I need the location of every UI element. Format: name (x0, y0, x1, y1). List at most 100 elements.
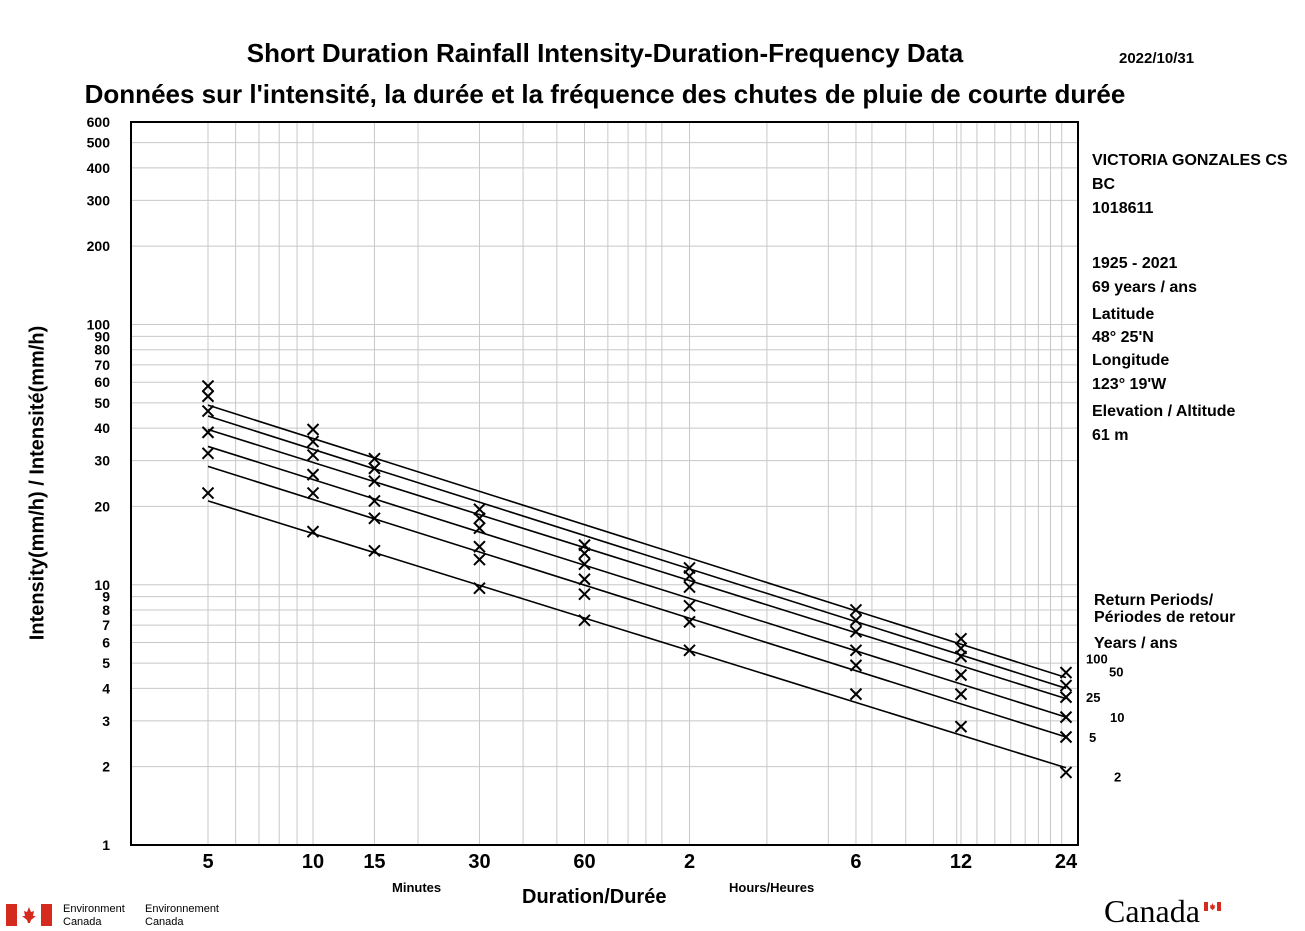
data-point-25yr (578, 557, 591, 571)
org-name-fr: Environnement Canada (145, 903, 219, 928)
marker-stroke (683, 644, 696, 657)
data-point-25yr (473, 521, 486, 535)
fit-line-100 (207, 404, 1067, 679)
data-point-50yr (954, 642, 968, 655)
grid-lines (131, 121, 1078, 846)
y-tick-label: 300 (87, 192, 111, 208)
marker-stroke (954, 720, 968, 733)
elevation-label: Elevation / Altitude (1092, 403, 1236, 420)
data-point-100yr (1059, 666, 1073, 679)
station-name: VICTORIA GONZALES CS (1092, 152, 1288, 169)
marker-stroke (306, 486, 320, 500)
latitude-value: 48° 25'N (1092, 329, 1154, 346)
y-tick-label: 9 (102, 589, 110, 605)
marker-stroke (368, 452, 381, 465)
x-tick-label: 30 (468, 851, 490, 873)
data-point-50yr (1059, 679, 1073, 692)
data-point-2yr (683, 644, 696, 657)
data-point-25yr (368, 474, 381, 488)
data-point-2yr (306, 525, 320, 538)
series-label-50: 50 (1109, 665, 1123, 680)
data-point-100yr (578, 538, 591, 552)
y-tick-label: 60 (94, 374, 110, 390)
data-point-50yr (201, 390, 215, 403)
data-point-100yr (473, 503, 486, 516)
x-axis-label: Duration/Durée (522, 886, 667, 908)
data-point-10yr (954, 668, 968, 682)
x-tick-labels: 5 10 15 30 60 2 6 12 24 (202, 851, 1078, 873)
data-point-5yr (849, 659, 863, 672)
y-tick-label: 2 (102, 759, 110, 775)
marker-stroke (849, 614, 863, 627)
y-tick-label: 70 (94, 357, 110, 373)
y-tick-label: 100 (87, 317, 111, 333)
data-point-100yr (201, 379, 215, 393)
y-tick-label: 3 (102, 713, 110, 729)
y-tick-label: 4 (102, 680, 110, 696)
canada-flag-icon (6, 904, 52, 926)
marker-stroke (201, 426, 215, 439)
return-periods-title-fr: Périodes de retour (1094, 609, 1236, 626)
data-point-25yr (201, 404, 215, 418)
data-point-2yr (849, 687, 863, 701)
marker-stroke (849, 625, 863, 638)
x-tick-label: 5 (202, 851, 213, 873)
report-date: 2022/10/31 (1119, 50, 1195, 67)
series-label-2: 2 (1114, 769, 1121, 784)
marker-stroke (1059, 679, 1073, 692)
marker-stroke (201, 486, 215, 500)
y-tick-label: 1 (102, 837, 110, 853)
chart-subtitle: Données sur l'intensité, la durée et la … (84, 79, 1126, 109)
data-point-50yr (306, 435, 320, 448)
marker-stroke (306, 423, 320, 436)
data-point-10yr (578, 573, 591, 586)
fit-line-10 (207, 445, 1067, 718)
data-point-50yr (849, 614, 863, 627)
x-tick-label: 10 (302, 851, 324, 873)
marker-stroke (1059, 690, 1073, 704)
y-tick-label: 6 (102, 634, 110, 650)
series-label-100: 100 (1086, 652, 1108, 667)
data-point-5yr (954, 687, 968, 701)
marker-stroke (1059, 766, 1073, 779)
marker-stroke (578, 614, 591, 627)
record-period: 1925 - 2021 (1092, 255, 1178, 272)
marker-stroke (306, 448, 320, 462)
data-point-50yr (368, 462, 381, 475)
fit-line-25 (207, 428, 1067, 700)
station-province: BC (1092, 176, 1116, 193)
data-point-2yr (473, 581, 486, 595)
marker-stroke (473, 553, 486, 566)
series-label-25: 25 (1086, 690, 1100, 705)
data-point-100yr (683, 561, 696, 575)
x-tick-label: 60 (573, 851, 595, 873)
data-point-2yr (1059, 766, 1073, 779)
y-tick-label: 20 (94, 498, 110, 514)
data-point-5yr (368, 512, 381, 525)
elevation-value: 61 m (1092, 427, 1129, 444)
y-tick-label: 500 (87, 135, 111, 151)
y-tick-label: 600 (87, 114, 111, 130)
data-point-5yr (201, 447, 215, 460)
data-point-100yr (368, 452, 381, 465)
marker-stroke (368, 494, 381, 508)
data-point-5yr (473, 553, 486, 566)
x-tick-label: 24 (1055, 851, 1078, 873)
marker-stroke (201, 379, 215, 393)
data-point-5yr (578, 587, 591, 601)
marker-stroke (201, 404, 215, 418)
marker-stroke (306, 468, 320, 481)
x-unit-minutes: Minutes (392, 880, 442, 895)
data-point-100yr (954, 632, 968, 645)
wordmark-flag-icon (1204, 898, 1221, 911)
data-point-25yr (849, 625, 863, 638)
marker-stroke (578, 557, 591, 571)
data-point-2yr (368, 544, 381, 558)
marker-stroke (473, 581, 486, 595)
x-tick-label: 2 (684, 851, 695, 873)
marker-stroke (306, 525, 320, 538)
data-point-10yr (306, 468, 320, 481)
marker-stroke (578, 573, 591, 586)
chart-title: Short Duration Rainfall Intensity-Durati… (246, 38, 964, 68)
